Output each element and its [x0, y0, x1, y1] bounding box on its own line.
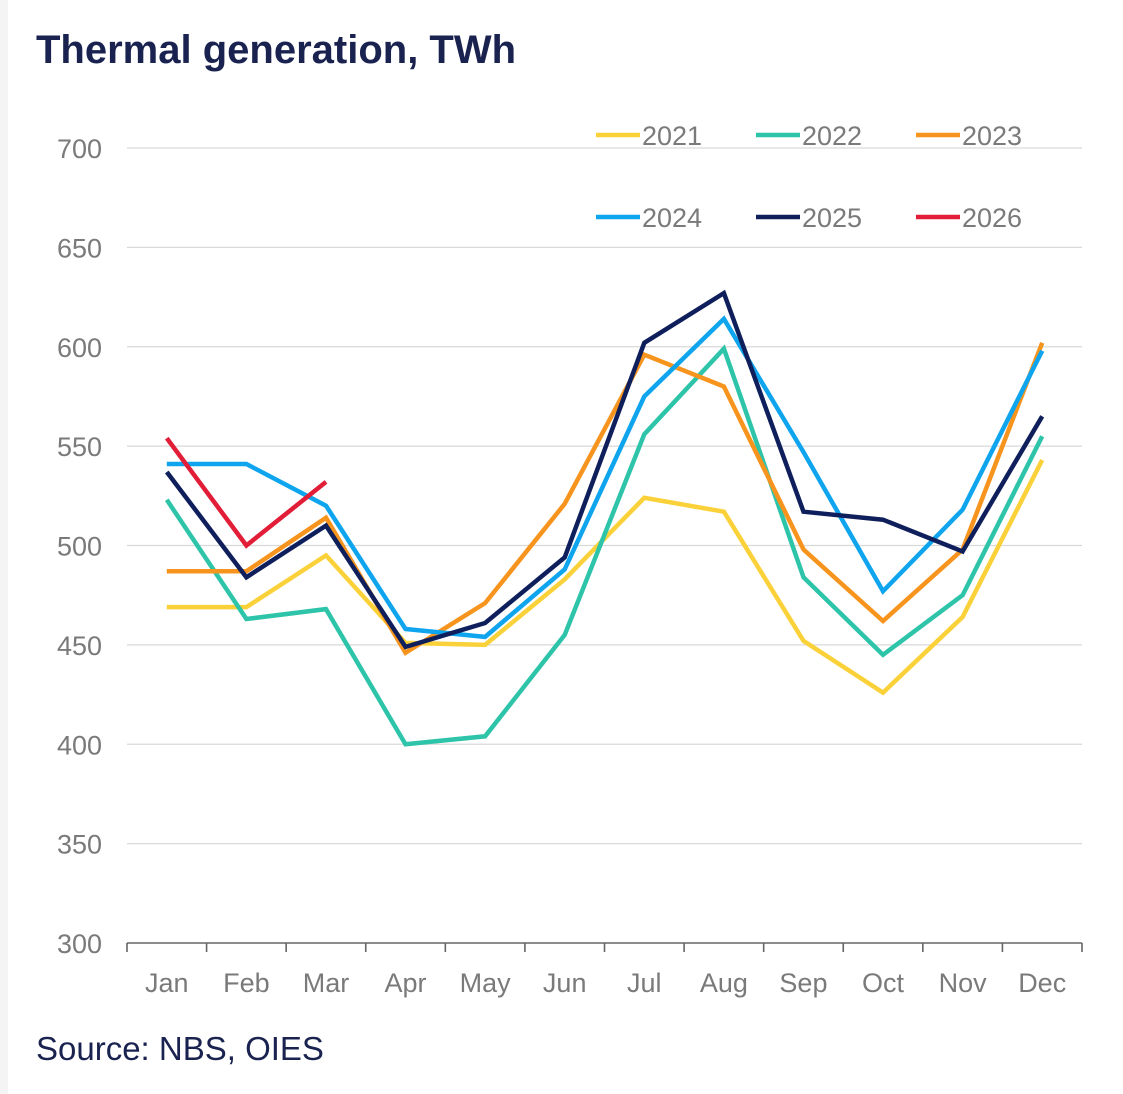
y-tick-label-650: 650 — [57, 233, 102, 263]
y-tick-label-350: 350 — [57, 830, 102, 860]
legend-label-2023: 2023 — [962, 121, 1022, 151]
y-tick-label-600: 600 — [57, 333, 102, 363]
x-tick-label-feb: Feb — [223, 968, 270, 998]
y-axis-tick-labels: 300 350 400 450 500 550 600 650 700 — [57, 134, 102, 959]
source-note: Source: NBS, OIES — [36, 1030, 324, 1067]
page-edge-strip — [0, 0, 8, 1094]
gridlines — [127, 147, 1082, 845]
x-tick-label-aug: Aug — [700, 968, 748, 998]
y-tick-label-300: 300 — [57, 929, 102, 959]
x-tick-label-dec: Dec — [1018, 968, 1066, 998]
legend-label-2025: 2025 — [802, 203, 862, 233]
x-tick-label-may: May — [460, 968, 512, 998]
series-lines — [164, 289, 1045, 747]
series-line-2024 — [166, 315, 1045, 640]
series-line-2021 — [166, 458, 1045, 696]
series-line-2022 — [164, 344, 1045, 747]
series-line-2025 — [165, 289, 1045, 650]
x-tick-label-jun: Jun — [543, 968, 587, 998]
y-tick-label-400: 400 — [57, 730, 102, 760]
legend-label-2026: 2026 — [962, 203, 1022, 233]
legend-label-2021: 2021 — [642, 121, 702, 151]
y-tick-label-450: 450 — [57, 631, 102, 661]
x-tick-label-apr: Apr — [385, 968, 427, 998]
legend: 2021 2022 2023 2024 2025 2026 — [596, 121, 1022, 233]
y-tick-label-550: 550 — [57, 432, 102, 462]
x-axis — [126, 942, 1083, 952]
chart-title: Thermal generation, TWh — [36, 28, 517, 72]
series-line-2023 — [166, 341, 1045, 656]
x-tick-label-mar: Mar — [303, 968, 350, 998]
y-tick-label-700: 700 — [57, 134, 102, 164]
x-axis-tick-labels: Jan Feb Mar Apr May Jun Jul Aug Sep Oct Nov Dec — [145, 968, 1066, 998]
x-tick-label-jul: Jul — [627, 968, 662, 998]
legend-label-2022: 2022 — [802, 121, 862, 151]
x-tick-label-sep: Sep — [779, 968, 827, 998]
y-tick-label-500: 500 — [57, 532, 102, 562]
x-tick-label-nov: Nov — [939, 968, 988, 998]
legend-label-2024: 2024 — [642, 203, 702, 233]
series-line-2026 — [164, 436, 328, 549]
x-tick-label-jan: Jan — [145, 968, 189, 998]
x-tick-label-oct: Oct — [862, 968, 905, 998]
